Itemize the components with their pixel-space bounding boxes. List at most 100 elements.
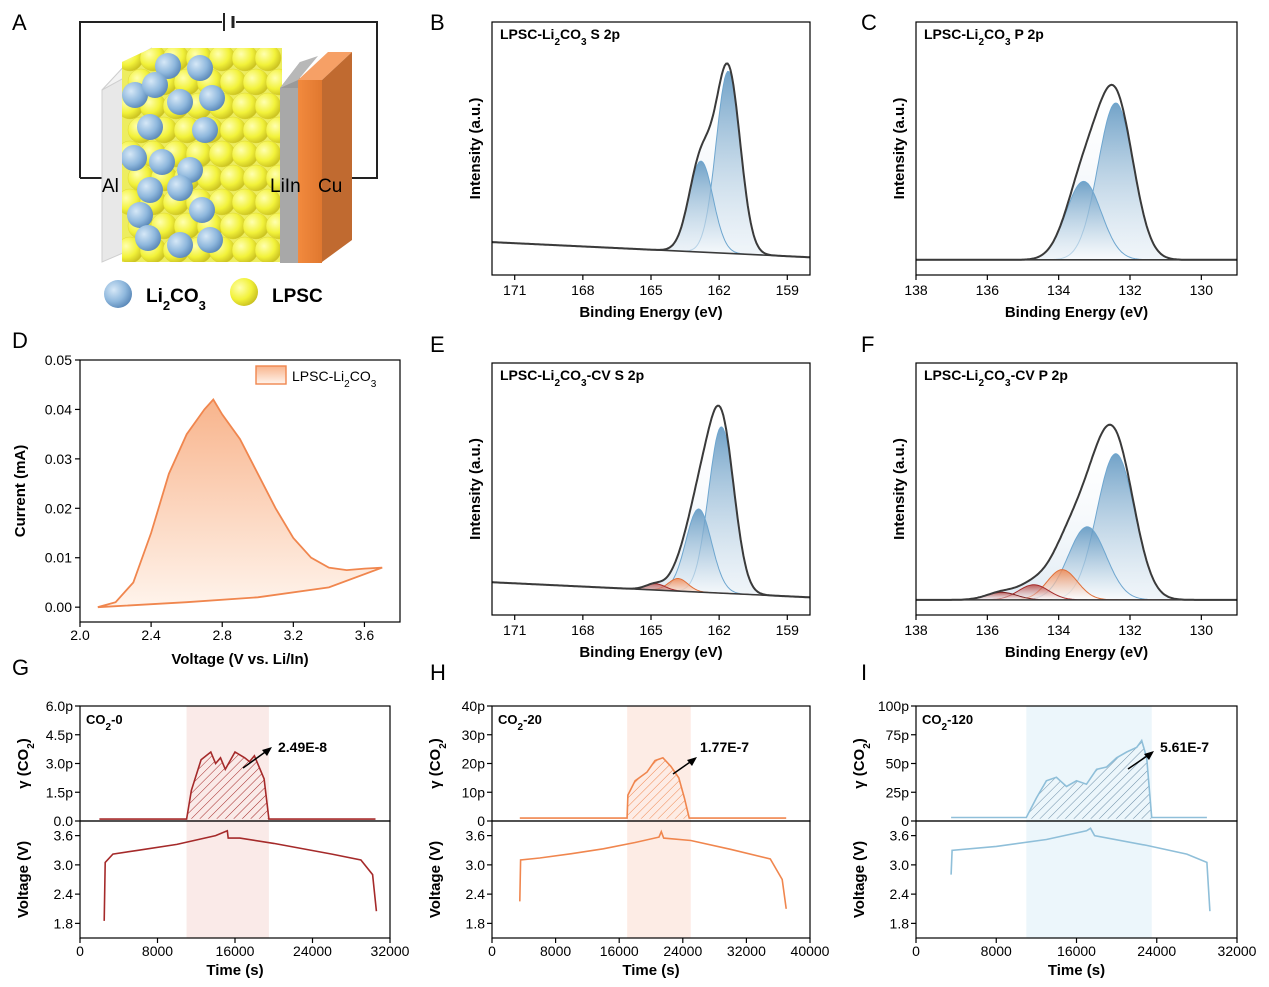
y-tick-label: 1.8 xyxy=(54,915,74,931)
hatched-area xyxy=(1026,740,1152,819)
voltage-line xyxy=(950,827,1211,912)
li2co3-particle xyxy=(189,197,215,223)
li2co3-particle xyxy=(127,202,153,228)
y-tick-label: 40p xyxy=(462,698,486,714)
peak-fill-s-2p3-2 xyxy=(492,71,810,258)
chart-i-co2-120: 0 8000 16000 24000 32000 0 25p 50p 75p 100p 1.8 2.4… xyxy=(851,698,1257,979)
lpsc-particle xyxy=(208,140,236,168)
bottom-frame xyxy=(491,820,811,939)
circuit-wire-left xyxy=(79,21,222,178)
li2co3-particle xyxy=(137,114,163,140)
x-tick-label: 130 xyxy=(1190,622,1214,638)
x-tick-label: 162 xyxy=(707,622,731,638)
y-tick-label: 100p xyxy=(878,698,909,714)
peak-line-s-2p1-2 xyxy=(491,160,811,258)
envelope-fill xyxy=(492,405,810,598)
peak-fill-p-2p1-2 xyxy=(916,526,1237,600)
y-axis-label: Intensity (a.u.) xyxy=(467,98,484,200)
x-tick-label: 165 xyxy=(639,282,663,298)
cu-label: Cu xyxy=(318,176,342,197)
y-axis-label-bottom: Voltage (V) xyxy=(851,841,868,918)
annotation-value: 2.49E-8 xyxy=(278,739,327,755)
plot-frame xyxy=(491,21,811,276)
x-tick-label: 3.2 xyxy=(284,627,304,643)
y-tick-label: 1.5p xyxy=(46,784,73,800)
x-tick-label: 159 xyxy=(776,282,800,298)
cu-foil-top xyxy=(298,52,352,80)
li2co3-particle xyxy=(167,232,193,258)
x-tick-label: 132 xyxy=(1118,282,1142,298)
y-tick-label: 20p xyxy=(462,756,486,772)
y-tick-label: 75p xyxy=(886,727,910,743)
cv-fill xyxy=(97,399,383,608)
chart-f-p2p-cv: 138 136 134 132 130 Binding Energy (eV) Intens… xyxy=(891,362,1238,661)
li2co3-particle xyxy=(187,55,213,81)
x-axis-label: Binding Energy (eV) xyxy=(579,304,722,321)
panel-label-e: E xyxy=(430,332,445,357)
chart-g-co2-0: 0 8000 16000 24000 32000 0.0 1.5p 3.0p 4.5p 6.0p 1… xyxy=(15,698,410,979)
x-tick-label: 136 xyxy=(976,622,1000,638)
panel-label-h: H xyxy=(430,660,446,685)
lpsc-particle xyxy=(122,48,144,72)
envelope-fill xyxy=(916,424,1237,600)
chart-h-co2-20: 0 8000 16000 24000 32000 40000 0 10p 20p 30p 40p 1.… xyxy=(427,698,830,979)
x-tick-label: 168 xyxy=(571,622,595,638)
li2co3-particle xyxy=(122,145,147,171)
li2co3-particle xyxy=(197,227,223,253)
y-axis-label: Current (mA) xyxy=(12,445,29,538)
lpsc-particle xyxy=(265,68,282,96)
x-tick-label: 2.0 xyxy=(70,627,90,643)
x-tick-label: 40000 xyxy=(791,943,830,959)
circuit-wire-right xyxy=(236,21,378,179)
liin-foil-face xyxy=(280,88,298,263)
panel-title: LPSC-Li2CO3 P 2p xyxy=(924,26,1044,48)
hatched-area xyxy=(186,752,269,820)
lpsc-particle xyxy=(265,116,282,144)
y-tick-label: 3.6 xyxy=(890,828,910,844)
annotation-arrow-shaft xyxy=(242,749,269,769)
y-tick-label: 10p xyxy=(462,784,486,800)
x-tick-label: 24000 xyxy=(663,943,702,959)
peak-fill-p-2p1-2 xyxy=(916,181,1237,260)
lpsc-particle xyxy=(219,68,247,96)
x-tick-label: 2.4 xyxy=(141,627,161,643)
annotation-arrow-head xyxy=(687,757,697,766)
x-tick-label: 3.6 xyxy=(355,627,375,643)
x-tick-label: 165 xyxy=(639,622,663,638)
x-tick-label: 168 xyxy=(571,282,595,298)
voltage-line xyxy=(103,829,378,921)
y-tick-label: 25p xyxy=(886,784,910,800)
particle-layer xyxy=(122,48,282,262)
y-axis-label: Intensity (a.u.) xyxy=(467,438,484,540)
y-tick-label: 3.0 xyxy=(890,857,910,873)
panel-label-f: F xyxy=(861,332,874,357)
x-tick-label: 32000 xyxy=(727,943,766,959)
li2co3-particle xyxy=(149,149,175,175)
peak-fill-s-2p1-2 xyxy=(492,161,810,258)
y-tick-label: 0.01 xyxy=(45,550,72,566)
y-axis-label-bottom: Voltage (V) xyxy=(15,841,32,918)
lpsc-particle xyxy=(231,92,259,120)
y-axis-label: Intensity (a.u.) xyxy=(891,98,908,200)
li2co3-particle xyxy=(167,89,193,115)
lpsc-particle xyxy=(219,164,247,192)
highlight-band xyxy=(186,706,269,938)
y-tick-label: 3.0 xyxy=(466,857,486,873)
x-tick-label: 2.8 xyxy=(212,627,232,643)
x-tick-label: 136 xyxy=(976,282,1000,298)
lpsc-particle xyxy=(254,48,282,72)
voltage-line xyxy=(519,829,787,909)
chart-e-s2p-cv: 171 168 165 162 159 Binding Energy (eV) Intens… xyxy=(467,362,811,661)
y-tick-label: 0.03 xyxy=(45,451,72,467)
panel-label-b: B xyxy=(430,10,445,35)
li2co3-particle xyxy=(167,175,193,201)
x-axis-label: Time (s) xyxy=(1048,962,1105,979)
x-tick-label: 138 xyxy=(904,282,928,298)
x-tick-label: 162 xyxy=(707,282,731,298)
envelope-line xyxy=(491,404,811,599)
y-tick-label: 3.6 xyxy=(54,828,74,844)
y-tick-label: 6.0p xyxy=(46,698,73,714)
chart-d-cv: 2.0 2.4 2.8 3.2 3.6 0.00 0.01 0.02 0.03 0.04 0.05 V… xyxy=(12,352,401,668)
li2co3-particle xyxy=(122,82,148,108)
lpsc-particle xyxy=(219,116,247,144)
